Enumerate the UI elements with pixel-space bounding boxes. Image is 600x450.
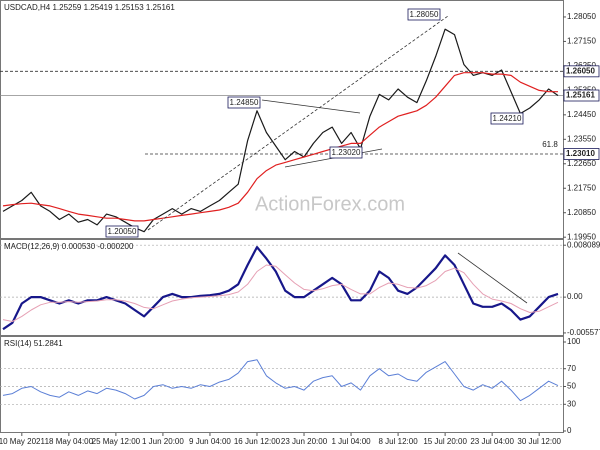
x-tick-label: 1 Jul 04:00 bbox=[331, 437, 371, 446]
y-tick-label: 1.27150 bbox=[567, 37, 596, 46]
y-tick-label: 1.24450 bbox=[567, 110, 596, 119]
y-tick-label: 0.008089 bbox=[567, 240, 600, 249]
y-tick-label: 0 bbox=[567, 426, 572, 435]
y-tick-label: 50 bbox=[567, 382, 576, 391]
price-label: 1.23010 bbox=[566, 149, 595, 158]
y-tick-label: 1.23550 bbox=[567, 134, 596, 143]
x-tick-label: 9 Jun 04:00 bbox=[189, 437, 231, 446]
panel-title: USDCAD,H4 1.25259 1.25419 1.25153 1.2516… bbox=[4, 3, 175, 12]
x-tick-label: 10 May 2021 bbox=[0, 437, 45, 446]
price-label: 1.25161 bbox=[566, 91, 595, 100]
annotation: 1.24210 bbox=[490, 112, 524, 125]
series-line bbox=[2, 359, 559, 402]
price-label-box bbox=[563, 65, 600, 78]
series-line bbox=[2, 246, 559, 331]
panel-frame bbox=[0, 0, 564, 239]
y-tick-label: 1.28050 bbox=[567, 12, 596, 21]
series-line bbox=[2, 72, 558, 222]
annotation-text: 1.20050 bbox=[108, 227, 137, 236]
x-tick-label: 1 Jun 20:00 bbox=[142, 437, 184, 446]
panel-frame bbox=[0, 336, 564, 433]
annotation-text: 1.28050 bbox=[410, 10, 439, 19]
series-line bbox=[2, 264, 559, 322]
y-tick-label: 100 bbox=[567, 337, 581, 346]
watermark: ActionForex.com bbox=[255, 193, 405, 215]
series-line bbox=[2, 28, 559, 233]
x-tick-label: 23 Jun 20:00 bbox=[281, 437, 328, 446]
x-tick-label: 25 May 12:00 bbox=[92, 437, 141, 446]
panel-frame bbox=[0, 239, 564, 336]
y-tick-label: 0.00 bbox=[567, 292, 583, 301]
x-tick-label: 23 Jul 04:00 bbox=[470, 437, 514, 446]
trend-line bbox=[147, 15, 449, 231]
x-tick-label: 30 Jul 12:00 bbox=[517, 437, 561, 446]
y-tick-label: 1.19950 bbox=[567, 232, 596, 241]
annotation-text: 1.23020 bbox=[332, 148, 361, 157]
x-tick-label: 18 May 04:00 bbox=[45, 437, 94, 446]
annotation-text: 1.24210 bbox=[493, 114, 522, 123]
panel-title: MACD(12,26,9) 0.000530 -0.000200 bbox=[4, 242, 134, 251]
triangle-line bbox=[261, 99, 361, 114]
fib-label: 61.8 bbox=[542, 140, 558, 149]
y-tick-label: 1.20850 bbox=[567, 208, 596, 217]
macd-trend-line bbox=[457, 252, 528, 304]
y-tick-label: -0.005577 bbox=[567, 328, 600, 337]
x-tick-label: 16 Jun 12:00 bbox=[234, 437, 281, 446]
annotation: 1.23020 bbox=[329, 146, 363, 159]
annotation-text: 1.24850 bbox=[230, 98, 259, 107]
annotation: 1.20050 bbox=[105, 225, 139, 238]
y-tick-label: 1.21750 bbox=[567, 183, 596, 192]
y-tick-label: 70 bbox=[567, 364, 576, 373]
annotation: 1.28050 bbox=[407, 8, 441, 21]
price-label-box bbox=[563, 89, 600, 102]
x-tick-label: 8 Jul 12:00 bbox=[379, 437, 419, 446]
y-tick-label: 1.22650 bbox=[567, 159, 596, 168]
price-label: 1.26050 bbox=[566, 66, 595, 75]
panel-title: RSI(14) 51.2841 bbox=[4, 339, 63, 348]
y-tick-label: 30 bbox=[567, 399, 576, 408]
annotation: 1.24850 bbox=[227, 96, 261, 109]
price-label-box bbox=[563, 148, 600, 160]
x-tick-label: 15 Jul 20:00 bbox=[423, 437, 467, 446]
